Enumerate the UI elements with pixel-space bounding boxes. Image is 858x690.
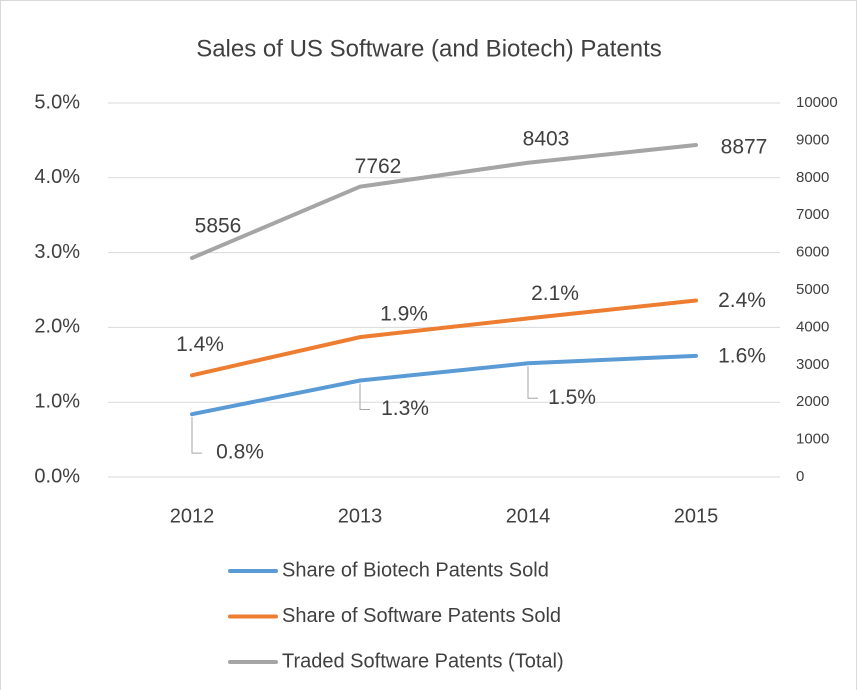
data-label: 7762	[355, 155, 402, 178]
y-tick-label: 5.0%	[34, 91, 80, 113]
legend-label: Traded Software Patents (Total)	[282, 650, 564, 672]
x-tick-label: 2012	[170, 505, 215, 527]
data-label: 2.4%	[718, 289, 766, 312]
data-label: 5856	[195, 215, 242, 238]
y2-tick-label: 10000	[796, 94, 838, 111]
y2-tick-label: 8000	[796, 169, 829, 186]
data-label: 1.9%	[380, 303, 428, 326]
data-label: 8877	[721, 136, 768, 159]
legend-label: Share of Biotech Patents Sold	[282, 559, 549, 581]
data-label: 1.4%	[176, 333, 224, 356]
y-tick-label: 4.0%	[34, 166, 80, 188]
y2-tick-label: 9000	[796, 131, 829, 148]
leader-line	[191, 417, 202, 454]
y2-tick-label: 4000	[796, 318, 829, 335]
data-label: 8403	[523, 127, 570, 150]
line	[190, 298, 698, 378]
data-label: 1.6%	[718, 344, 766, 367]
y-tick-label: 2.0%	[34, 316, 80, 338]
legend-label: Share of Software Patents Sold	[282, 605, 561, 627]
y2-tick-label: 0	[796, 468, 804, 485]
x-tick-label: 2014	[506, 505, 551, 527]
x-tick-label: 2013	[338, 505, 383, 527]
y2-tick-label: 1000	[796, 431, 829, 448]
y2-tick-label: 2000	[796, 393, 829, 410]
x-tick-label: 2015	[674, 505, 719, 527]
y-tick-label: 0.0%	[34, 465, 80, 487]
y-tick-label: 1.0%	[34, 390, 80, 412]
y2-tick-label: 5000	[796, 281, 829, 298]
leader-line	[527, 366, 538, 399]
data-label: 2.1%	[531, 282, 579, 305]
line	[190, 143, 698, 260]
data-label: 1.3%	[381, 397, 429, 420]
y-tick-label: 3.0%	[34, 241, 80, 263]
line	[190, 353, 698, 417]
data-label: 1.5%	[548, 386, 596, 409]
chart-title: Sales of US Software (and Biotech) Paten…	[196, 35, 662, 62]
data-label: 0.8%	[216, 441, 264, 464]
leader-line	[359, 383, 370, 411]
y2-tick-label: 6000	[796, 244, 829, 261]
y2-tick-label: 7000	[796, 206, 829, 223]
y2-tick-label: 3000	[796, 356, 829, 373]
